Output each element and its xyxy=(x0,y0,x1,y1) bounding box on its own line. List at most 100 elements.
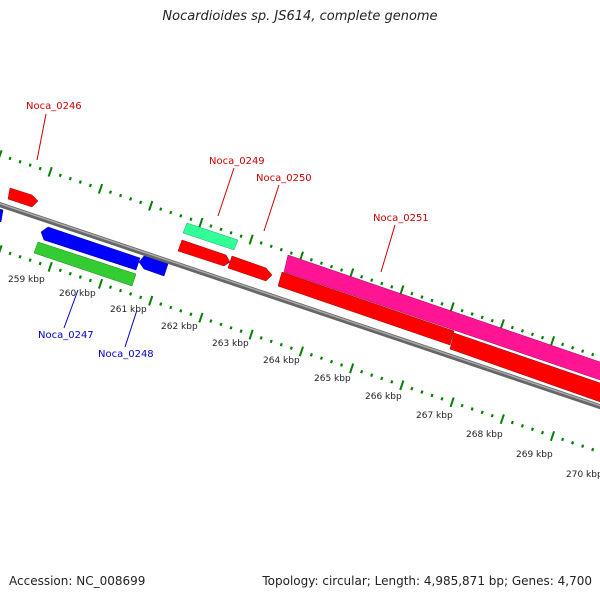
minor-tick xyxy=(360,369,364,374)
minor-tick xyxy=(329,359,334,364)
genome-backbone xyxy=(0,202,600,410)
minor-tick xyxy=(591,352,595,357)
callout-noca-0250 xyxy=(263,184,280,232)
major-tick xyxy=(148,295,154,306)
scale-label-259: 259 kbp xyxy=(8,275,45,285)
gene-label-noca-0247[interactable]: Noca_0247 xyxy=(38,330,94,341)
minor-tick xyxy=(520,329,524,333)
outer-tick-ring xyxy=(0,149,595,357)
scale-label-265: 265 kbp xyxy=(314,374,351,384)
gene-label-noca-0249[interactable]: Noca_0249 xyxy=(209,156,265,167)
minor-tick xyxy=(189,312,193,317)
minor-tick xyxy=(309,353,313,357)
major-tick xyxy=(399,380,405,391)
minor-tick xyxy=(189,217,193,222)
feature-noca-0247-blue[interactable] xyxy=(40,226,141,271)
major-tick xyxy=(0,244,3,254)
scale-label-270: 270 kbp xyxy=(566,470,600,480)
minor-tick xyxy=(18,159,22,164)
major-tick xyxy=(449,397,455,408)
feature-noca-0246[interactable] xyxy=(7,187,39,208)
minor-tick xyxy=(530,332,534,337)
minor-tick xyxy=(490,413,494,418)
scale-labels: 259 kbp 260 kbp 261 kbp 262 kbp 263 kbp … xyxy=(8,275,600,480)
minor-tick xyxy=(229,231,233,235)
minor-tick xyxy=(129,197,133,201)
minor-tick xyxy=(561,437,565,442)
gene-label-noca-0248[interactable]: Noca_0248 xyxy=(98,349,154,360)
minor-tick xyxy=(139,200,143,205)
minor-tick xyxy=(510,420,514,425)
minor-tick xyxy=(370,278,374,282)
major-tick xyxy=(198,312,204,323)
minor-tick xyxy=(340,268,344,272)
minor-tick xyxy=(420,390,424,394)
feature-noca-0249[interactable] xyxy=(182,222,239,251)
major-tick xyxy=(47,166,53,177)
major-tick xyxy=(549,335,556,347)
major-tick xyxy=(47,261,53,272)
scale-label-261: 261 kbp xyxy=(110,305,147,315)
callout-noca-0249 xyxy=(217,167,235,217)
minor-tick xyxy=(380,281,384,286)
minor-tick xyxy=(239,234,243,238)
minor-tick xyxy=(460,403,464,408)
major-tick xyxy=(198,217,204,228)
minor-tick xyxy=(159,302,163,306)
minor-tick xyxy=(319,261,323,265)
minor-tick xyxy=(179,309,183,313)
minor-tick xyxy=(340,363,344,367)
feature-noca-0250-a[interactable] xyxy=(177,239,231,267)
feature-noca-0247-green[interactable] xyxy=(33,241,137,287)
feature-noca-0250-b[interactable] xyxy=(227,255,273,282)
major-tick xyxy=(449,302,455,313)
scale-label-269: 269 kbp xyxy=(516,450,553,460)
minor-tick xyxy=(420,295,424,299)
minor-tick xyxy=(480,410,484,415)
minor-tick xyxy=(520,424,524,428)
minor-tick xyxy=(329,264,334,269)
feature-noca-0251[interactable] xyxy=(283,254,600,382)
major-tick xyxy=(248,234,254,245)
minor-tick xyxy=(78,180,82,184)
minor-tick xyxy=(530,427,534,432)
scale-label-264: 264 kbp xyxy=(263,356,300,366)
minor-tick xyxy=(380,376,384,381)
minor-tick xyxy=(440,302,444,306)
feature-plus-red-long-2[interactable] xyxy=(449,332,600,404)
minor-tick xyxy=(289,346,293,350)
minor-tick xyxy=(410,291,414,296)
minor-tick xyxy=(259,336,263,340)
feature-noca-0248-blue[interactable] xyxy=(138,255,169,277)
minor-tick xyxy=(28,163,32,167)
minor-tick xyxy=(68,176,72,181)
minor-tick xyxy=(78,275,82,279)
minor-tick xyxy=(169,305,173,310)
scale-label-268: 268 kbp xyxy=(466,430,503,440)
gene-label-noca-0246[interactable]: Noca_0246 xyxy=(26,101,82,112)
gene-label-noca-0250[interactable]: Noca_0250 xyxy=(256,173,312,184)
minor-tick xyxy=(440,397,444,401)
minor-tick xyxy=(390,380,394,384)
minor-tick xyxy=(470,312,474,316)
gene-label-noca-0251[interactable]: Noca_0251 xyxy=(373,213,429,224)
inner-tick-ring xyxy=(0,244,595,452)
minor-tick xyxy=(289,251,293,255)
minor-tick xyxy=(8,251,12,256)
minor-tick xyxy=(219,227,223,232)
minor-tick xyxy=(561,342,565,347)
minor-tick xyxy=(219,322,223,327)
minor-tick xyxy=(540,430,545,435)
major-tick xyxy=(0,149,3,159)
accession-text: Accession: NC_008699 xyxy=(9,574,146,588)
minor-tick xyxy=(38,166,42,171)
minor-tick xyxy=(269,244,273,249)
minor-tick xyxy=(58,173,62,178)
feature-minus-blue-edge[interactable] xyxy=(0,208,4,223)
major-tick xyxy=(148,200,154,211)
minor-tick xyxy=(279,342,283,347)
callout-noca-0251 xyxy=(380,224,396,273)
feature-plus-red-long[interactable] xyxy=(277,271,455,346)
major-tick xyxy=(549,430,556,442)
scale-label-263: 263 kbp xyxy=(212,339,249,349)
